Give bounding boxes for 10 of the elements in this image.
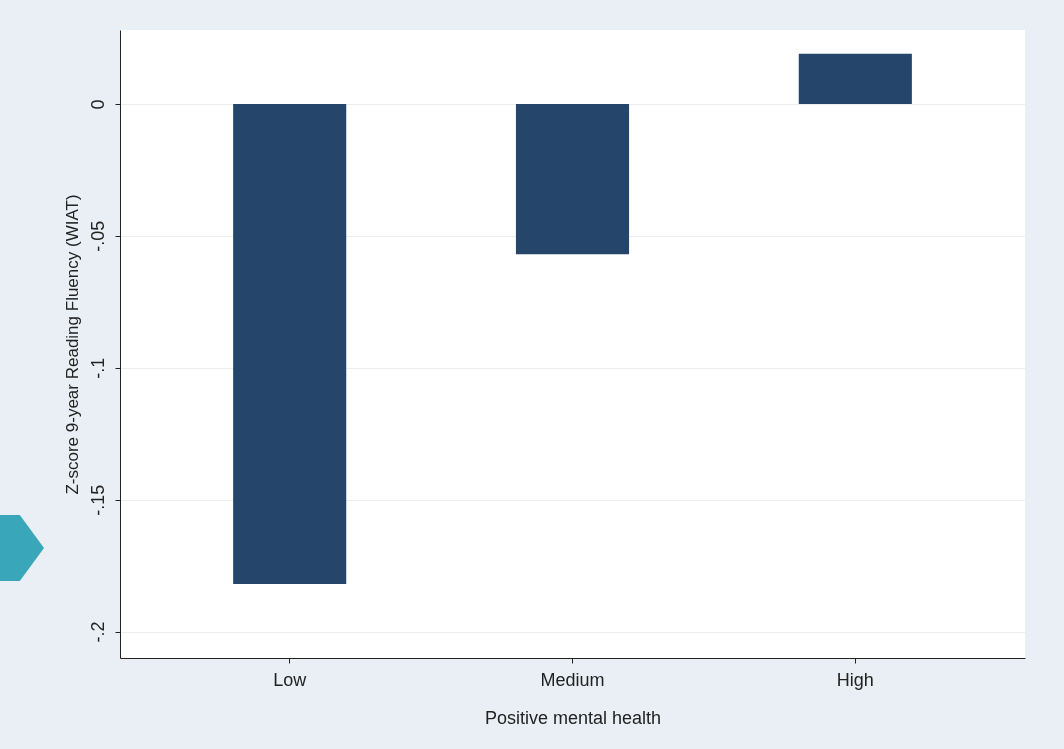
x-tick-label: Medium bbox=[540, 669, 605, 690]
y-tick-label: -.1 bbox=[87, 357, 108, 379]
x-tick-label: High bbox=[836, 669, 874, 690]
y-tick-label: -.2 bbox=[87, 621, 108, 643]
x-axis-title: Positive mental health bbox=[484, 707, 662, 728]
x-tick-label: Low bbox=[273, 669, 308, 690]
y-tick-label: -.15 bbox=[87, 484, 108, 516]
y-tick-label: -.05 bbox=[87, 220, 108, 252]
y-axis-title: Z-score 9-year Reading Fluency (WIAT) bbox=[62, 194, 82, 495]
y-tick-label: 0 bbox=[87, 99, 108, 110]
